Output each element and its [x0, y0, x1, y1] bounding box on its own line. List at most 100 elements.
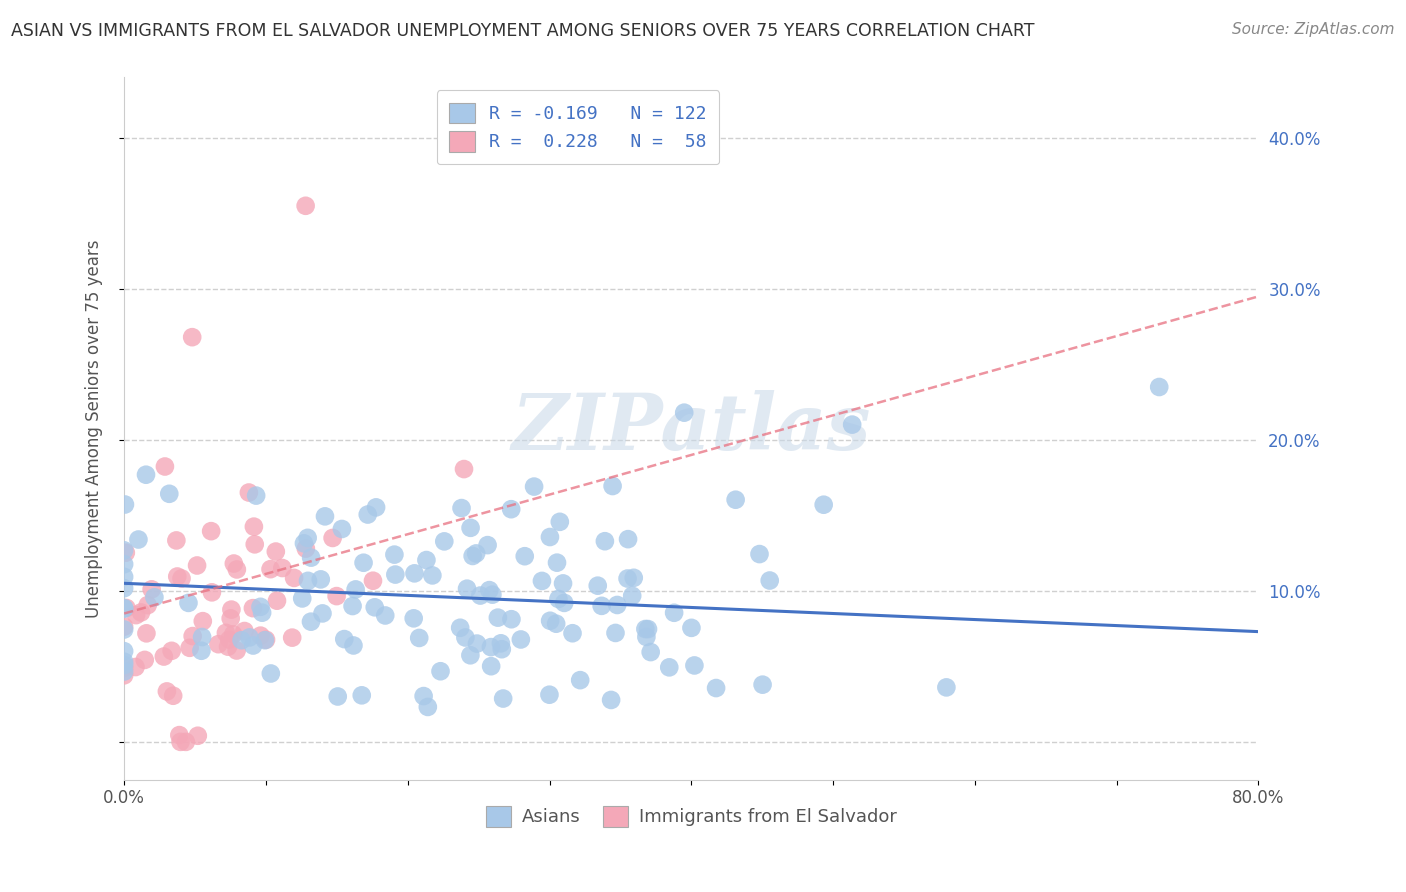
Point [238, 485, 260, 500]
Point [129, 606, 152, 620]
Point [374, 608, 396, 623]
Point [187, 729, 209, 743]
Point [233, 624, 256, 638]
Point [136, 598, 159, 612]
Point [112, 581, 135, 595]
Point [249, 599, 271, 614]
Point [221, 602, 243, 616]
Point [408, 631, 430, 645]
Point [322, 531, 344, 545]
Point [112, 558, 135, 572]
Point [501, 612, 523, 626]
Point [169, 735, 191, 749]
Point [751, 678, 773, 692]
Point [546, 616, 568, 631]
Point [190, 644, 212, 658]
Point [311, 607, 333, 621]
Point [225, 643, 247, 657]
Point [114, 498, 136, 512]
Point [486, 610, 509, 624]
Point [141, 582, 163, 597]
Point [681, 621, 703, 635]
Point [186, 558, 208, 573]
Point [112, 665, 135, 679]
Point [450, 501, 472, 516]
Point [297, 531, 319, 545]
Point [361, 574, 384, 588]
Point [538, 614, 561, 628]
Point [454, 631, 477, 645]
Point [112, 655, 135, 669]
Point [115, 601, 138, 615]
Text: ZIPatlas: ZIPatlas [512, 391, 870, 467]
Point [238, 631, 260, 645]
Point [112, 601, 135, 615]
Point [266, 593, 288, 607]
Point [658, 660, 681, 674]
Point [548, 515, 571, 529]
Point [569, 673, 592, 687]
Point [758, 574, 780, 588]
Point [617, 532, 640, 546]
Point [724, 492, 747, 507]
Point [112, 623, 135, 637]
Y-axis label: Unemployment Among Seniors over 75 years: Unemployment Among Seniors over 75 years [86, 239, 103, 618]
Point [157, 487, 180, 501]
Point [602, 479, 624, 493]
Point [114, 546, 136, 560]
Point [353, 556, 375, 570]
Point [416, 700, 439, 714]
Point [547, 591, 569, 606]
Point [249, 629, 271, 643]
Point [530, 574, 553, 588]
Point [112, 570, 135, 584]
Point [605, 626, 627, 640]
Point [162, 689, 184, 703]
Point [491, 642, 513, 657]
Point [295, 541, 318, 556]
Point [640, 645, 662, 659]
Point [415, 553, 437, 567]
Point [207, 637, 229, 651]
Point [135, 467, 157, 482]
Point [342, 639, 364, 653]
Point [501, 502, 523, 516]
Point [357, 508, 380, 522]
Legend: Asians, Immigrants from El Salvador: Asians, Immigrants from El Salvador [479, 798, 904, 834]
Point [291, 591, 314, 606]
Point [513, 549, 536, 564]
Point [127, 533, 149, 547]
Point [243, 537, 266, 551]
Point [264, 544, 287, 558]
Point [222, 627, 245, 641]
Point [465, 637, 488, 651]
Point [166, 569, 188, 583]
Point [350, 689, 373, 703]
Point [299, 615, 322, 629]
Point [283, 571, 305, 585]
Point [683, 658, 706, 673]
Point [191, 614, 214, 628]
Point [314, 509, 336, 524]
Point [294, 199, 316, 213]
Point [153, 459, 176, 474]
Point [179, 640, 201, 655]
Point [271, 561, 294, 575]
Point [218, 632, 240, 647]
Point [600, 693, 623, 707]
Point [465, 546, 488, 560]
Point [243, 519, 266, 533]
Point [112, 658, 135, 673]
Point [470, 589, 492, 603]
Point [326, 690, 349, 704]
Point [134, 653, 156, 667]
Point [253, 633, 276, 648]
Point [231, 633, 253, 648]
Point [325, 589, 347, 603]
Point [219, 611, 242, 625]
Point [553, 596, 575, 610]
Point [402, 611, 425, 625]
Point [342, 599, 364, 613]
Point [449, 621, 471, 635]
Point [412, 689, 434, 703]
